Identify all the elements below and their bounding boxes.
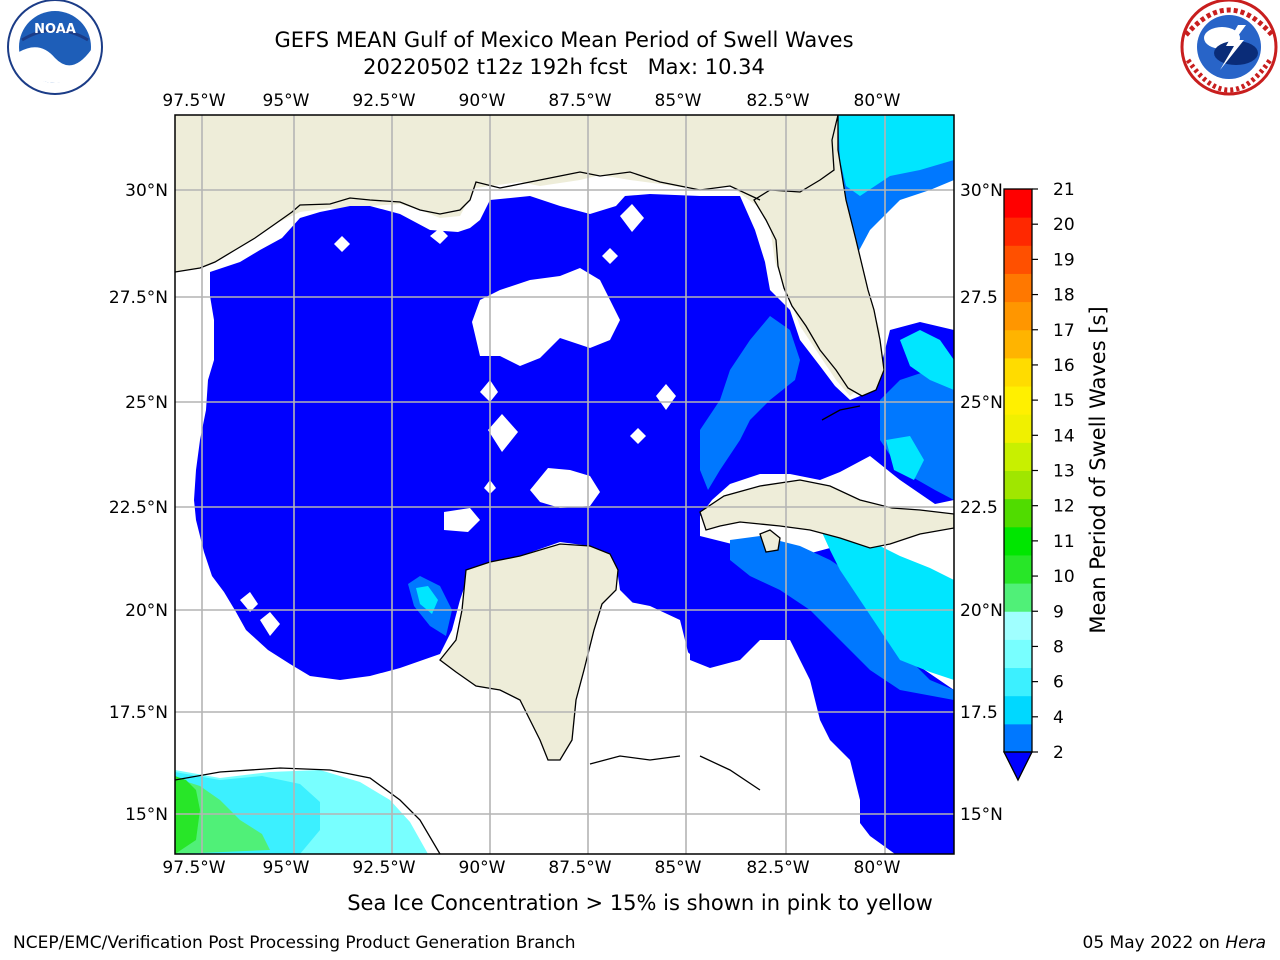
sea-ice-note: Sea Ice Concentration > 15% is shown in …: [347, 891, 933, 915]
lon-tick-top: 80°W: [854, 91, 901, 111]
colorbar-tick-label: 11: [1053, 532, 1075, 552]
lon-tick-bottom: 90°W: [459, 858, 506, 878]
lon-tick-bottom: 85°W: [655, 858, 702, 878]
lat-tick-left: 25°N: [125, 393, 168, 413]
date-label: 05 May 2022 on: [1082, 933, 1226, 953]
host-name: Hera: [1225, 933, 1266, 953]
lat-tick-left: 15°N: [125, 805, 168, 825]
colorbar-segment: [1004, 217, 1032, 246]
colorbar-tick-label: 16: [1053, 356, 1075, 376]
colorbar-segment: [1004, 357, 1032, 387]
colorbar-tick-label: 14: [1053, 426, 1075, 446]
colorbar-tick-label: 21: [1053, 180, 1075, 200]
colorbar-under-extension: [1002, 751, 1034, 782]
colorbar-tick-label: 9: [1053, 602, 1064, 622]
pacific-swell: [175, 770, 428, 854]
lat-tick-right: 30°N: [960, 181, 1003, 201]
caribbean-undefined: [570, 600, 860, 854]
nws-logo: [1180, 0, 1278, 96]
lat-tick-left: 22.5°N: [109, 498, 168, 518]
colorbar: 2 4 6 8 9 10 11 12 13 14 15 16 17 18 19 20 21 Mean Period…: [1002, 180, 1110, 782]
lat-tick-right: 15°N: [960, 805, 1003, 825]
undefined-patches: [240, 204, 676, 636]
colorbar-segment: [1004, 611, 1032, 640]
lat-tick-left: 27.5°N: [109, 288, 168, 308]
coastlines: [175, 171, 861, 854]
lon-tick-top: 85°W: [655, 91, 702, 111]
colorbar-tick-label: 20: [1053, 215, 1075, 235]
colorbar-segment: [1004, 723, 1032, 753]
colorbar-segment: [1004, 695, 1032, 725]
colorbar-segment: [1004, 526, 1032, 556]
colorbar-segment: [1004, 639, 1032, 669]
colorbar-tick-label: 4: [1053, 708, 1064, 728]
swell-region-4-6s: [416, 115, 954, 680]
lat-tick-left: 20°N: [125, 601, 168, 621]
lat-tick-right: 17.5: [960, 703, 998, 723]
lon-tick-bottom: 97.5°W: [162, 858, 225, 878]
lat-tick-right: 22.5: [960, 498, 998, 518]
lon-tick-top: 92.5°W: [352, 91, 415, 111]
lat-tick-left: 30°N: [125, 181, 168, 201]
colorbar-tick-label: 12: [1053, 497, 1075, 517]
colorbar-tick-label: 2: [1053, 743, 1064, 763]
colorbar-segment: [1004, 442, 1032, 471]
colorbar-tick-label: 18: [1053, 286, 1075, 306]
axis-tick-labels: 97.5°W 97.5°W 95°W 95°W 92.5°W 92.5°W 90°W 90°W…: [109, 91, 1003, 878]
lon-tick-top: 82.5°W: [746, 91, 809, 111]
land-masses: [439, 115, 954, 761]
lat-tick-right: 20°N: [960, 601, 1003, 621]
colorbar-segment: [1004, 329, 1032, 359]
colorbar-tick-label: 19: [1053, 250, 1075, 270]
lon-tick-bottom: 92.5°W: [352, 858, 415, 878]
colorbar-tick-label: 13: [1053, 462, 1075, 482]
lon-tick-bottom: 95°W: [263, 858, 310, 878]
colorbar-label: Mean Period of Swell Waves [s]: [1086, 306, 1110, 633]
lon-tick-bottom: 80°W: [854, 858, 901, 878]
colorbar-segment: [1004, 414, 1032, 443]
chart-title: GEFS MEAN Gulf of Mexico Mean Period of …: [274, 28, 854, 52]
colorbar-segment: [1004, 386, 1032, 415]
noaa-logo: NOAA: [7, 0, 103, 95]
colorbar-segment: [1004, 245, 1032, 274]
lat-tick-right: 25°N: [960, 393, 1003, 413]
svg-text:NOAA: NOAA: [34, 22, 76, 37]
colorbar-tick-label: 8: [1053, 637, 1064, 657]
colorbar-tick-label: 6: [1053, 673, 1064, 693]
colorbar-tick-label: 17: [1053, 321, 1075, 341]
lon-tick-bottom: 82.5°W: [746, 858, 809, 878]
credit-text: NCEP/EMC/Verification Post Processing Pr…: [13, 933, 576, 953]
colorbar-tick-label: 10: [1053, 567, 1075, 587]
colorbar-segment: [1004, 554, 1032, 584]
map-frame: [174, 114, 955, 855]
lon-tick-top: 97.5°W: [162, 91, 225, 111]
colorbar-segment: [1004, 470, 1032, 500]
colorbar-segment: [1004, 189, 1032, 218]
colorbar-segment: [1004, 301, 1032, 331]
lon-tick-top: 95°W: [263, 91, 310, 111]
map-panel: 97.5°W 97.5°W 95°W 95°W 92.5°W 92.5°W 90°W 90°W…: [109, 91, 1003, 878]
chart-subtitle: 20220502 t12z 192h fcst Max: 10.34: [363, 55, 765, 79]
lat-tick-left: 17.5°N: [109, 703, 168, 723]
lon-tick-bottom: 87.5°W: [548, 858, 611, 878]
date-text: 05 May 2022 on Hera: [1083, 933, 1267, 953]
colorbar-tick-label: 15: [1053, 391, 1075, 411]
lon-tick-top: 90°W: [459, 91, 506, 111]
colorbar-segment: [1004, 667, 1032, 697]
colorbar-segment: [1004, 583, 1032, 612]
colorbar-segment: [1004, 498, 1032, 528]
map-gridlines: [175, 115, 954, 854]
colorbar-segment: [1004, 273, 1032, 303]
lon-tick-top: 87.5°W: [548, 91, 611, 111]
lat-tick-right: 27.5: [960, 288, 998, 308]
